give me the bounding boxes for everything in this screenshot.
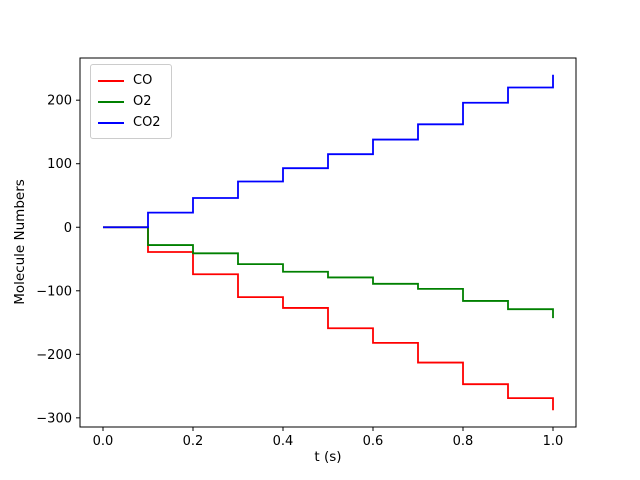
y-tick-label: 100: [47, 157, 72, 172]
x-tick-label: 0.4: [273, 434, 294, 449]
legend-line-co-icon: [98, 79, 124, 82]
plot-frame: [79, 57, 577, 428]
y-tick-label: 200: [47, 94, 72, 109]
x-axis-label: t (s): [314, 449, 342, 465]
legend-line-co2-icon: [98, 121, 124, 124]
series-line-co2: [102, 74, 554, 229]
x-tick-label: 0.6: [363, 434, 384, 449]
series-line-co: [102, 226, 554, 411]
y-tick-label: 0: [64, 221, 72, 236]
legend-line-o2-icon: [98, 100, 124, 103]
x-tick-label: 0.8: [453, 434, 474, 449]
legend-entry-o2: O2: [98, 91, 161, 112]
series-line-o2: [102, 226, 554, 319]
y-axis-label: Molecule Numbers: [12, 179, 28, 305]
y-tick-label: −300: [36, 411, 72, 426]
y-tick-label: −100: [36, 284, 72, 299]
x-tick-label: 0.2: [183, 434, 204, 449]
legend-label-co: CO: [133, 73, 153, 88]
x-tick-label: 1.0: [543, 434, 564, 449]
x-tick-label: 0.0: [93, 434, 114, 449]
legend-label-o2: O2: [133, 94, 152, 109]
legend-entry-co: CO: [98, 70, 161, 91]
legend-label-co2: CO2: [133, 115, 161, 130]
y-tick-label: −200: [36, 348, 72, 363]
legend: CO O2 CO2: [90, 64, 172, 139]
legend-entry-co2: CO2: [98, 112, 161, 133]
